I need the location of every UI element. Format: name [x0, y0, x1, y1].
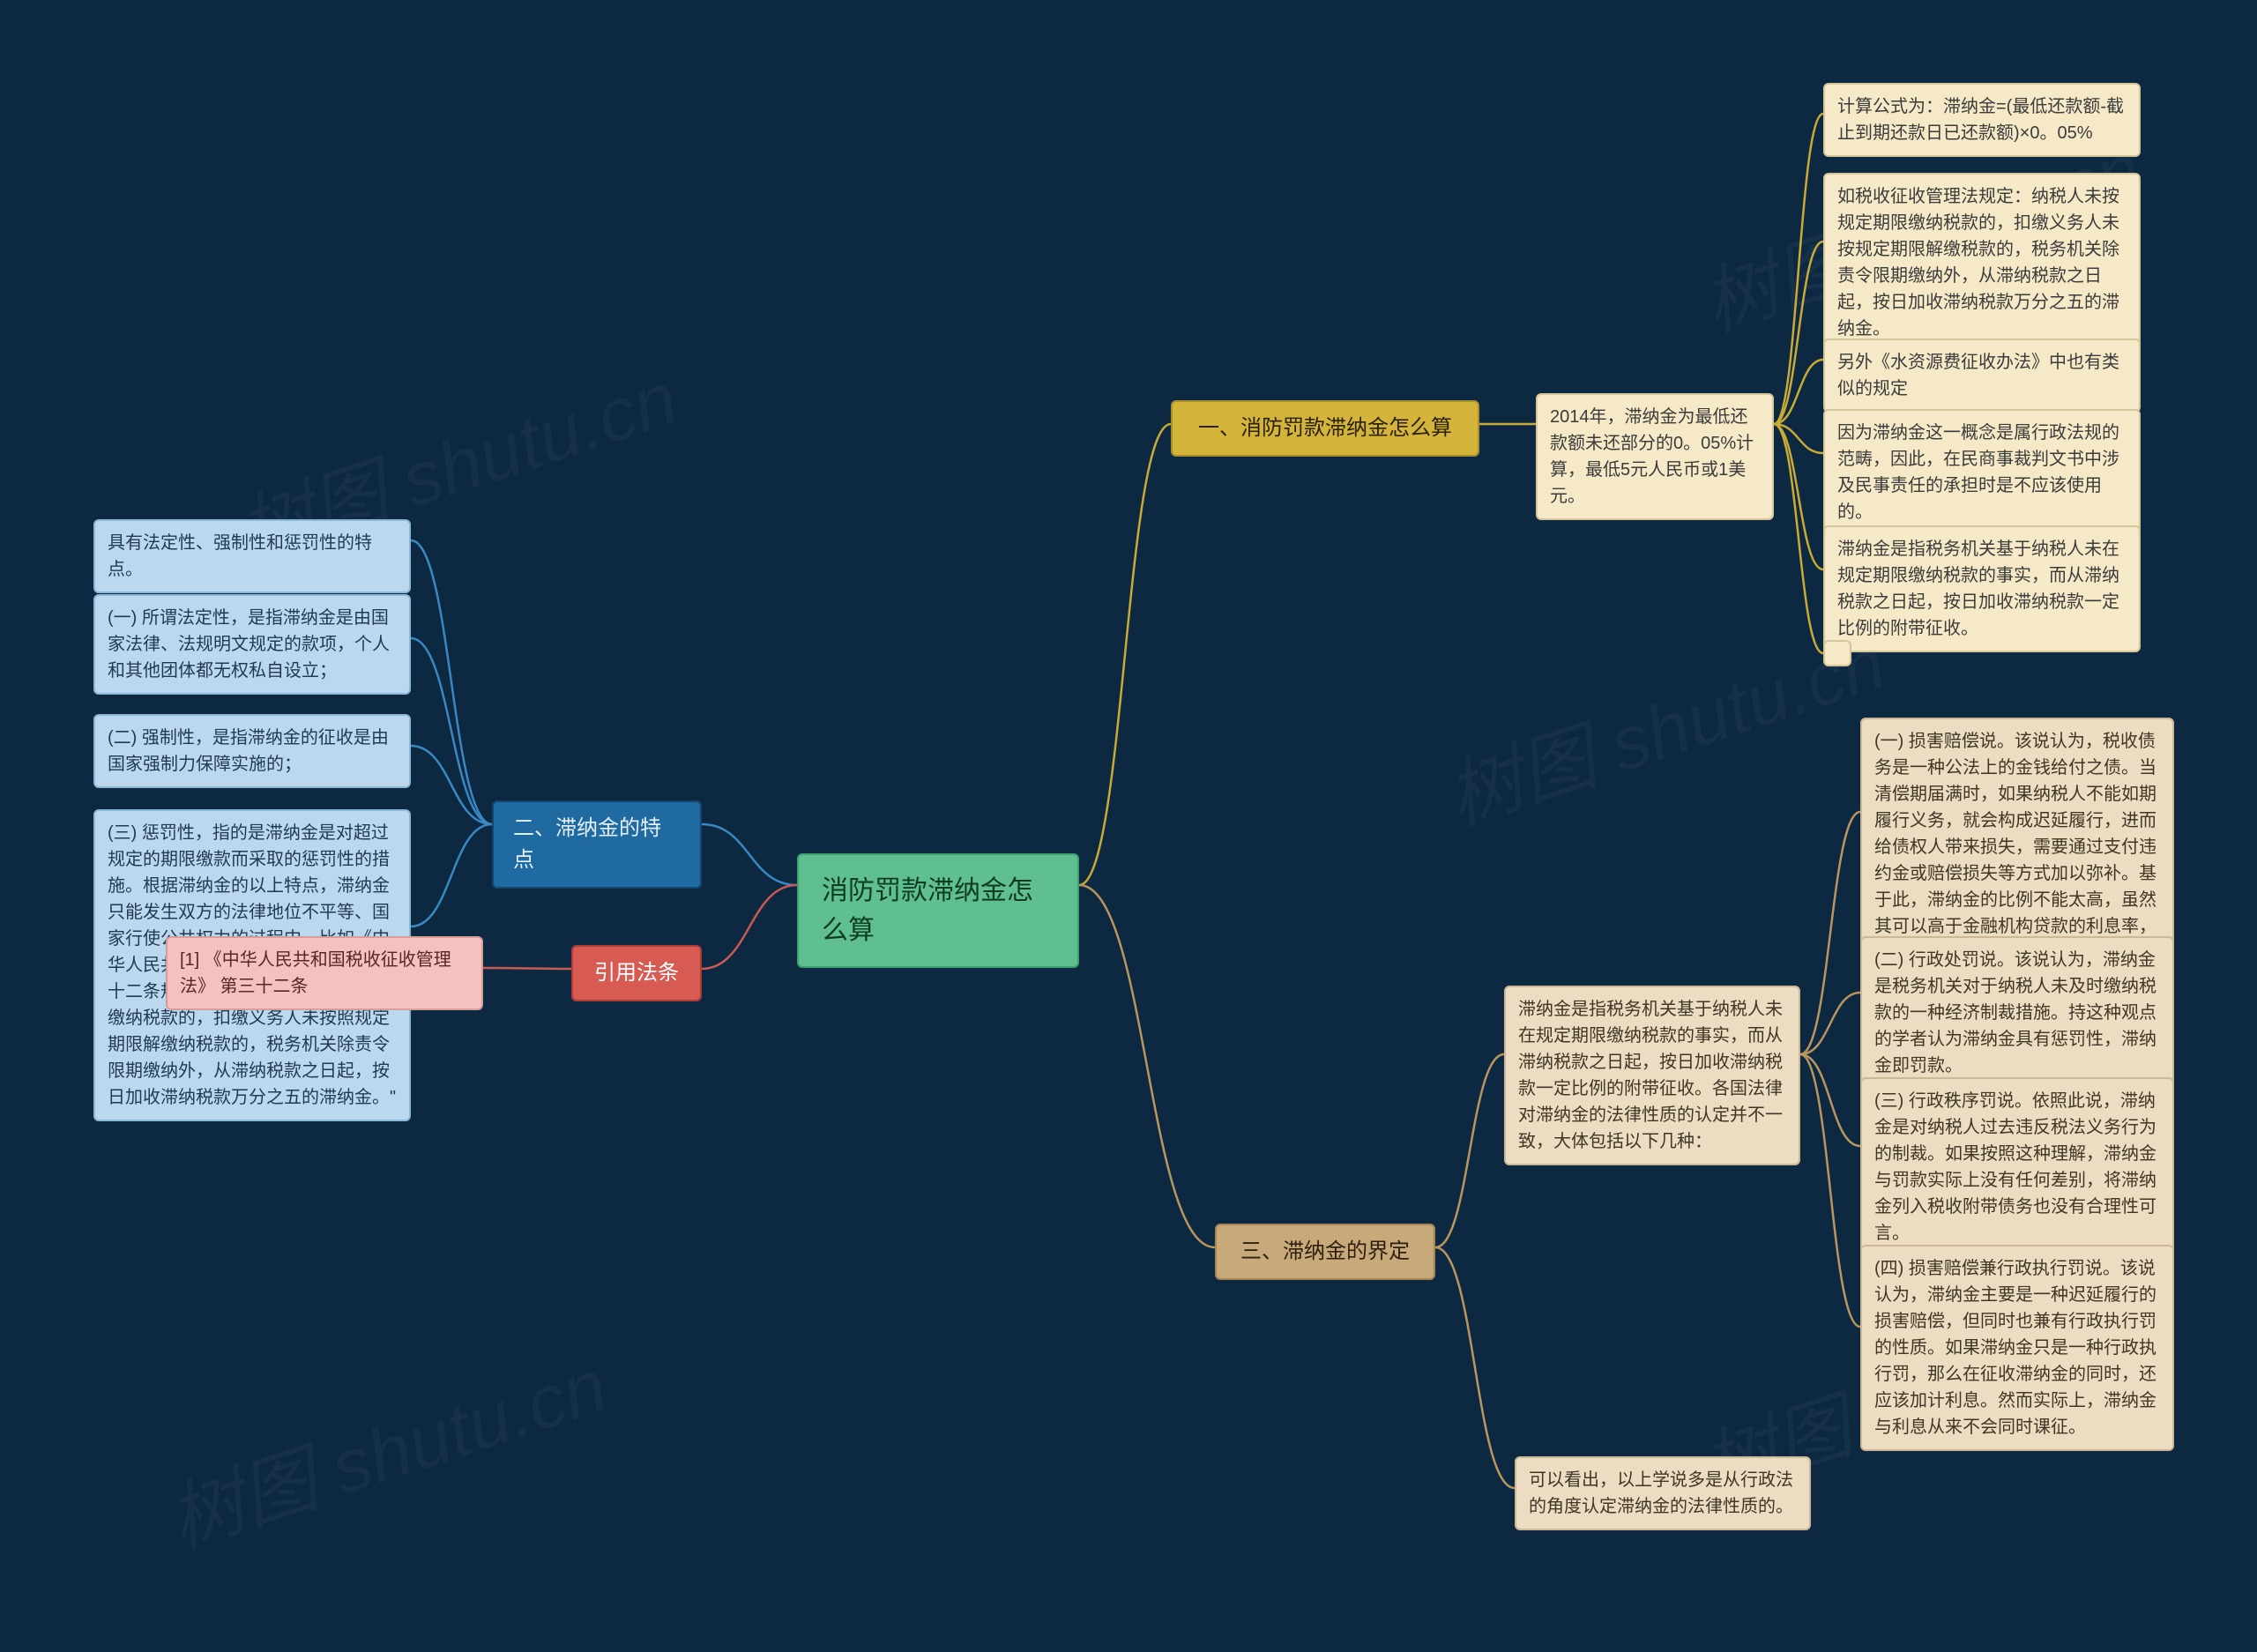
node-label: 如税收征收管理法规定：纳税人未按规定期限缴纳税款的，扣缴义务人未按规定期限解缴税…	[1837, 187, 2119, 339]
node: 滞纳金是指税务机关基于纳税人未在规定期限缴纳税款的事实，而从滞纳税款之日起，按日…	[1823, 525, 2141, 652]
node-label: (三) 行政秩序罚说。依照此说，滞纳金是对纳税人过去违反税法义务行为的制裁。如果…	[1874, 1091, 2156, 1243]
node-label: 另外《水资源费征收办法》中也有类似的规定	[1837, 353, 2119, 398]
node: 二、滞纳金的特点	[492, 800, 702, 889]
node: 引用法条	[571, 945, 702, 1001]
node: (二) 强制性，是指滞纳金的征收是由国家强制力保障实施的；	[93, 714, 411, 788]
node-label: 可以看出，以上学说多是从行政法的角度认定滞纳金的法律性质的。	[1529, 1470, 1793, 1516]
node: 滞纳金是指税务机关基于纳税人未在规定期限缴纳税款的事实，而从滞纳税款之日起，按日…	[1504, 986, 1800, 1165]
node-label: (二) 行政处罚说。该说认为，滞纳金是税务机关对于纳税人未及时缴纳税款的一种经济…	[1874, 950, 2156, 1075]
root: 消防罚款滞纳金怎么算	[797, 853, 1079, 968]
node-label: 2014年，滞纳金为最低还款额未还部分的0。05%计算，最低5元人民币或1美元。	[1550, 407, 1754, 506]
mindmap-canvas: 树图 shutu.cn树图 shutu.cn树图 shutu.cn树图 shut…	[0, 0, 2257, 1652]
node-label: [1] 《中华人民共和国税收征收管理法》 第三十二条	[180, 950, 451, 996]
node-label: 一、消防罚款滞纳金怎么算	[1198, 413, 1452, 444]
node-label: 具有法定性、强制性和惩罚性的特点。	[108, 533, 372, 579]
node-label: 滞纳金是指税务机关基于纳税人未在规定期限缴纳税款的事实，而从滞纳税款之日起，按日…	[1518, 1000, 1783, 1151]
node-label: (一) 所谓法定性，是指滞纳金是由国家法律、法规明文规定的款项，个人和其他团体都…	[108, 608, 390, 681]
node-label: (二) 强制性，是指滞纳金的征收是由国家强制力保障实施的；	[108, 728, 389, 774]
node-label: 计算公式为：滞纳金=(最低还款额-截止到期还款日已还款额)×0。05%	[1837, 97, 2124, 143]
node: (一) 所谓法定性，是指滞纳金是由国家法律、法规明文规定的款项，个人和其他团体都…	[93, 594, 411, 695]
node: [1] 《中华人民共和国税收征收管理法》 第三十二条	[166, 936, 483, 1010]
node: (三) 行政秩序罚说。依照此说，滞纳金是对纳税人过去违反税法义务行为的制裁。如果…	[1860, 1077, 2174, 1257]
node: (二) 行政处罚说。该说认为，滞纳金是税务机关对于纳税人未及时缴纳税款的一种经济…	[1860, 936, 2174, 1090]
node-label: 引用法条	[594, 957, 679, 989]
node-label: 二、滞纳金的特点	[513, 813, 681, 876]
node-label: 三、滞纳金的界定	[1240, 1236, 1410, 1268]
node: 如税收征收管理法规定：纳税人未按规定期限缴纳税款的，扣缴义务人未按规定期限解缴税…	[1823, 173, 2141, 353]
node: 计算公式为：滞纳金=(最低还款额-截止到期还款日已还款额)×0。05%	[1823, 83, 2141, 157]
node: 另外《水资源费征收办法》中也有类似的规定	[1823, 339, 2141, 413]
node-label: 滞纳金是指税务机关基于纳税人未在规定期限缴纳税款的事实，而从滞纳税款之日起，按日…	[1837, 540, 2119, 638]
node: 一、消防罚款滞纳金怎么算	[1171, 400, 1479, 457]
node-label: 消防罚款滞纳金怎么算	[822, 871, 1054, 950]
node: 因为滞纳金这一概念是属行政法规的范畴，因此，在民商事裁判文书中涉及民事责任的承担…	[1823, 409, 2141, 536]
node-label: (四) 损害赔偿兼行政执行罚说。该说认为，滞纳金主要是一种迟延履行的损害赔偿，但…	[1874, 1259, 2156, 1437]
node	[1823, 640, 1851, 666]
node: 2014年，滞纳金为最低还款额未还部分的0。05%计算，最低5元人民币或1美元。	[1536, 393, 1774, 520]
node: 可以看出，以上学说多是从行政法的角度认定滞纳金的法律性质的。	[1515, 1456, 1811, 1530]
node: 三、滞纳金的界定	[1215, 1224, 1435, 1280]
node: (四) 损害赔偿兼行政执行罚说。该说认为，滞纳金主要是一种迟延履行的损害赔偿，但…	[1860, 1245, 2174, 1451]
node: 具有法定性、强制性和惩罚性的特点。	[93, 519, 411, 593]
node-label: 因为滞纳金这一概念是属行政法规的范畴，因此，在民商事裁判文书中涉及民事责任的承担…	[1837, 423, 2119, 522]
watermark: 树图 shutu.cn	[153, 1325, 619, 1568]
